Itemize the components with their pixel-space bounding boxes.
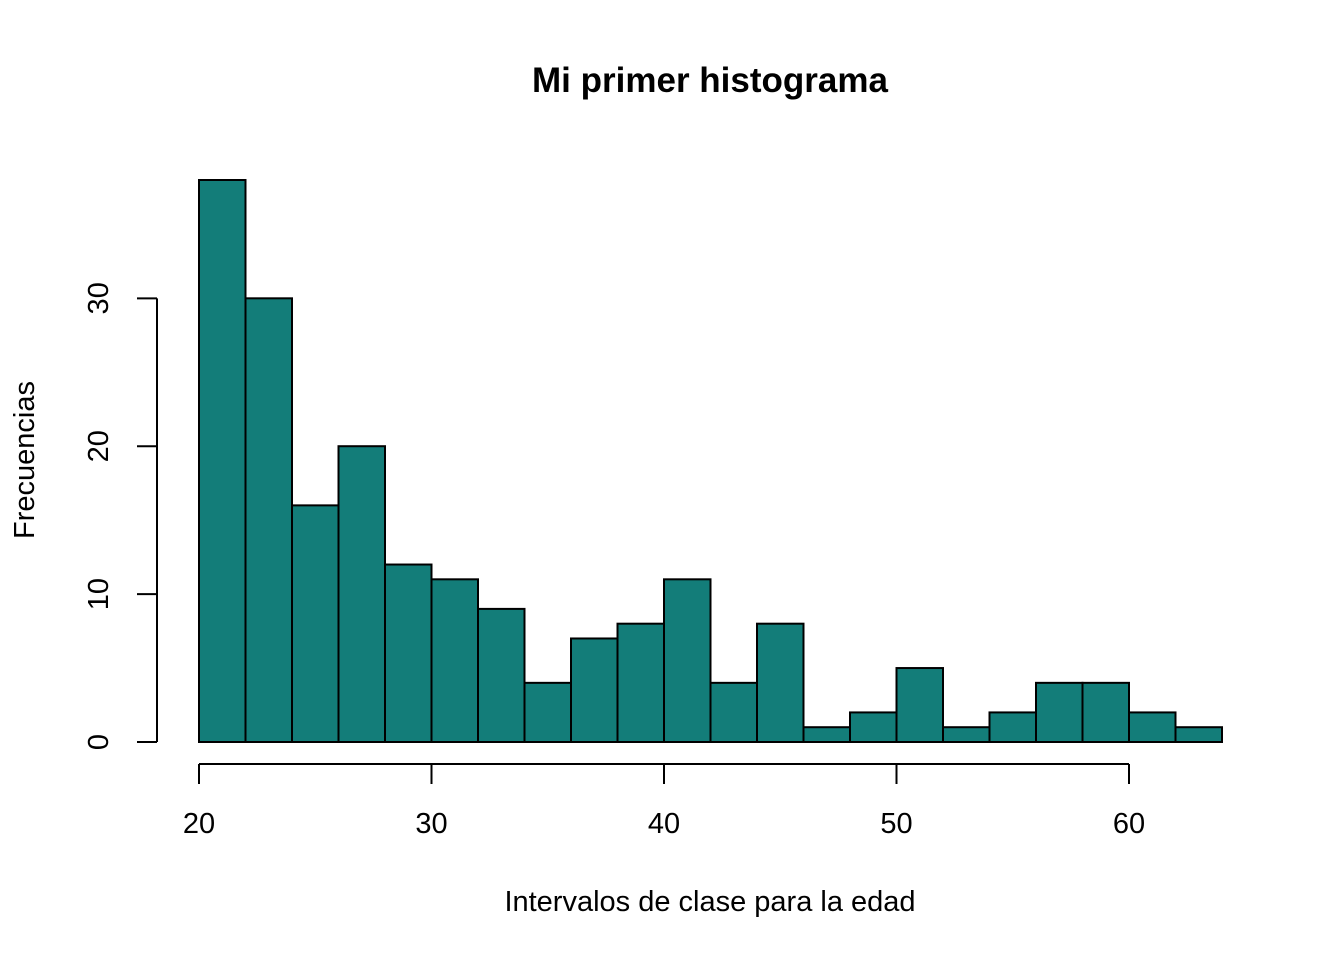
histogram-bar-13 xyxy=(802,726,851,743)
x-tick-label-30: 30 xyxy=(415,808,447,840)
y-tick-label-20: 20 xyxy=(83,430,115,462)
histogram-bar-10 xyxy=(663,578,712,743)
histogram-bar-8 xyxy=(570,637,619,744)
histogram-bar-7 xyxy=(523,681,572,743)
histogram-bar-18 xyxy=(1035,681,1084,743)
histogram-bar-19 xyxy=(1081,681,1130,743)
histogram-bar-4 xyxy=(384,563,433,743)
histogram-bar-5 xyxy=(430,578,479,743)
bars-group xyxy=(198,179,1223,744)
histogram-bar-1 xyxy=(244,297,293,743)
histogram-bar-2 xyxy=(291,504,340,743)
y-axis-label: Frecuencias xyxy=(9,381,41,539)
histogram-bar-11 xyxy=(709,681,758,743)
y-tick-label-0: 0 xyxy=(83,734,115,750)
histogram-bar-3 xyxy=(337,445,386,743)
histogram-bar-21 xyxy=(1174,726,1223,743)
histogram-bar-20 xyxy=(1128,711,1177,744)
x-tick-label-20: 20 xyxy=(183,808,215,840)
x-axis-label: Intervalos de clase para la edad xyxy=(504,886,915,918)
x-axis: 20 30 40 50 60 xyxy=(183,763,1145,840)
y-axis: 0 10 20 30 xyxy=(83,282,158,750)
y-tick-label-30: 30 xyxy=(83,282,115,314)
y-tick-label-10: 10 xyxy=(83,578,115,610)
chart-title: Mi primer histograma xyxy=(532,61,888,100)
histogram-bar-6 xyxy=(477,607,526,743)
histogram-bar-14 xyxy=(849,711,898,744)
histogram-bar-17 xyxy=(988,711,1037,744)
x-tick-label-60: 60 xyxy=(1113,808,1145,840)
x-tick-label-40: 40 xyxy=(648,808,680,840)
histogram-bar-16 xyxy=(942,726,991,743)
histogram-bar-12 xyxy=(756,622,805,743)
x-tick-label-50: 50 xyxy=(880,808,912,840)
histogram-bar-0 xyxy=(198,179,247,743)
histogram-bar-9 xyxy=(616,622,665,743)
histogram-bar-15 xyxy=(895,667,944,743)
